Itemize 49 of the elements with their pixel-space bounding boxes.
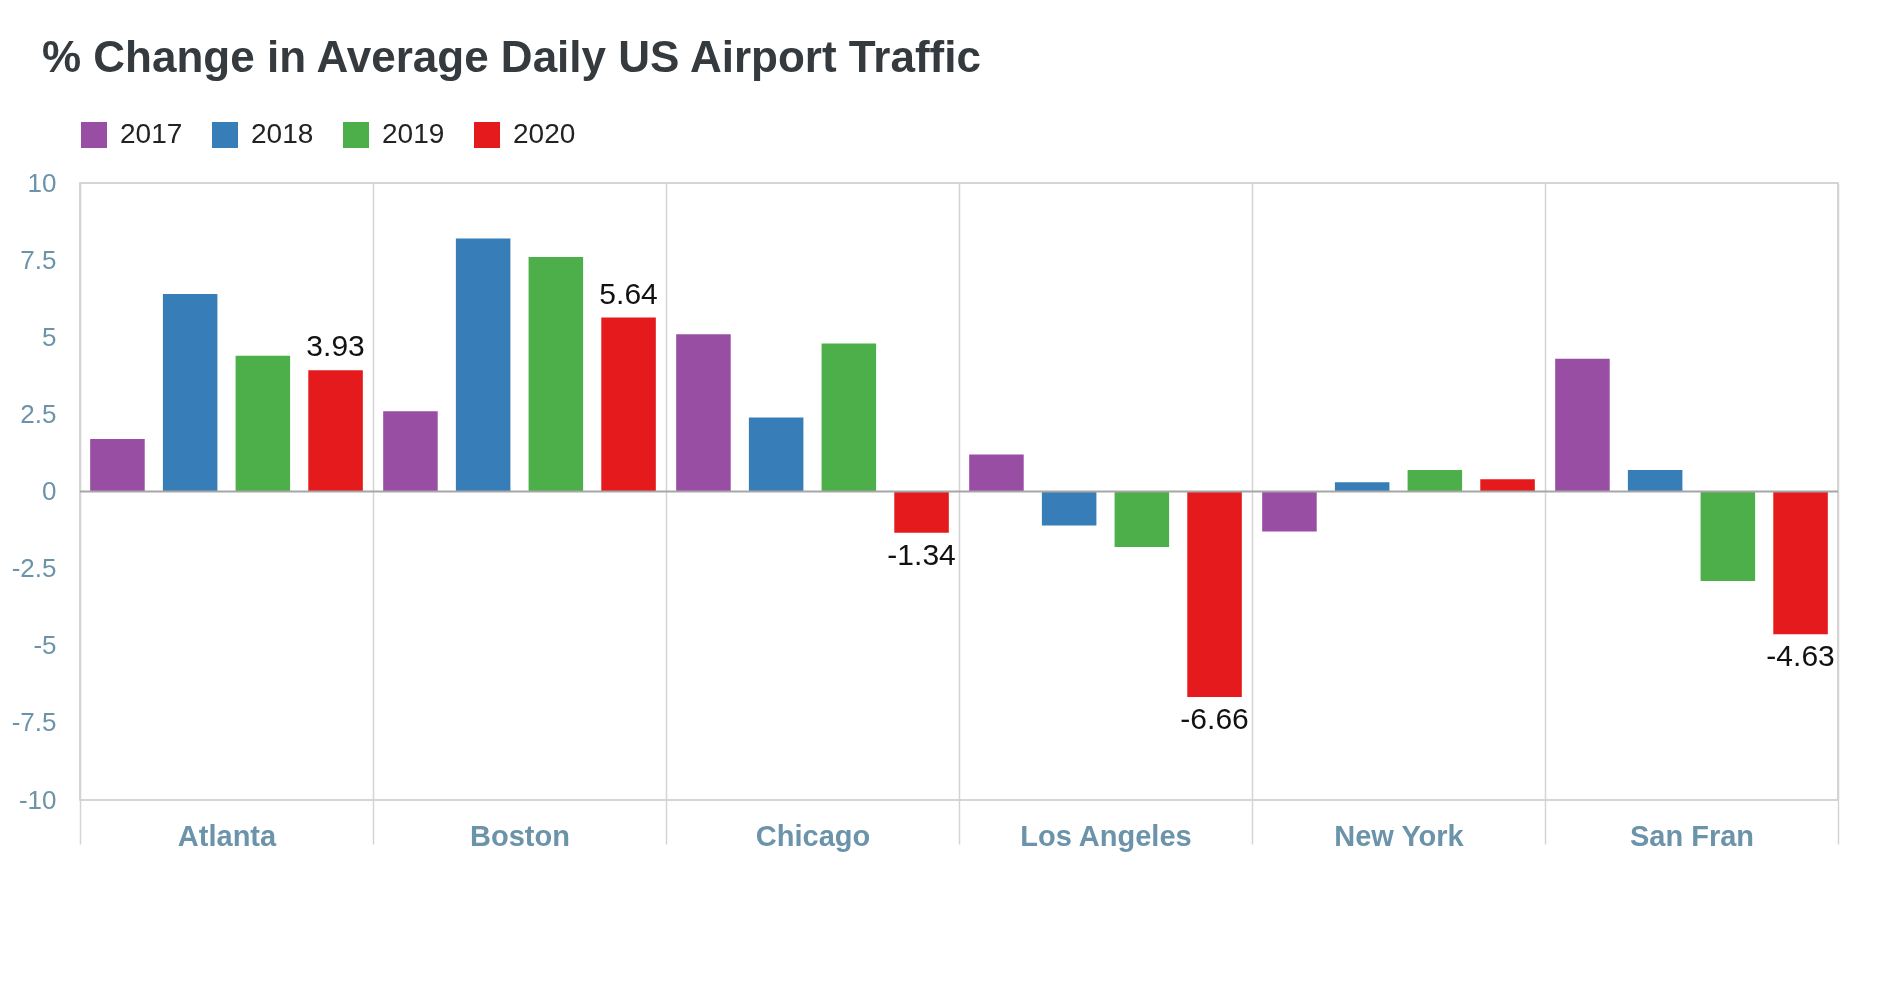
bar [821,343,877,492]
y-tick-label: -2.5 [11,553,57,584]
bar [455,238,511,492]
bar [1114,491,1170,548]
y-tick-label: -10 [18,784,57,815]
bar [1187,491,1242,697]
bar [90,439,145,492]
data-label: -6.66 [1180,701,1249,735]
data-label: 5.64 [599,276,658,310]
bar [1480,479,1535,492]
x-tick-label: Los Angeles [1020,819,1192,852]
data-label: -4.63 [1766,639,1835,673]
bar [1262,491,1317,532]
bar [601,317,656,492]
x-tick-label: Atlanta [177,819,278,852]
y-tick-label: 5 [42,321,57,352]
bar [969,454,1024,492]
legend-label: 2019 [382,118,445,149]
legend-label: 2020 [513,118,576,149]
y-tick-label: -5 [33,630,57,661]
x-tick-label: Boston [470,819,570,852]
data-label: 3.93 [306,329,365,363]
y-tick-label: -7.5 [11,707,57,738]
bar [383,411,438,492]
bar [162,294,218,492]
bar [1700,491,1756,581]
y-tick-label: 2.5 [20,398,57,429]
y-tick-label: 7.5 [20,244,57,275]
x-tick-label: New York [1334,819,1465,852]
bar [1041,491,1097,526]
bar [1555,358,1610,492]
bar [308,370,363,492]
y-tick-label: 0 [42,476,57,506]
x-tick-label: Chicago [755,819,871,852]
legend-label: 2018 [251,118,314,149]
bar [1407,469,1463,492]
data-label: -1.34 [887,537,956,571]
x-tick-label: San Fran [1629,819,1755,852]
bar [676,334,731,492]
bar [1627,469,1683,492]
chart-title: % Change in Average Daily US Airport Traffic [42,32,981,81]
bar [748,417,804,492]
y-tick-label: 10 [27,167,57,198]
bar [894,491,949,533]
bar [1334,482,1390,492]
bar [528,257,584,492]
bar [235,355,291,492]
bar [1773,491,1828,635]
legend-label: 2017 [120,118,183,149]
